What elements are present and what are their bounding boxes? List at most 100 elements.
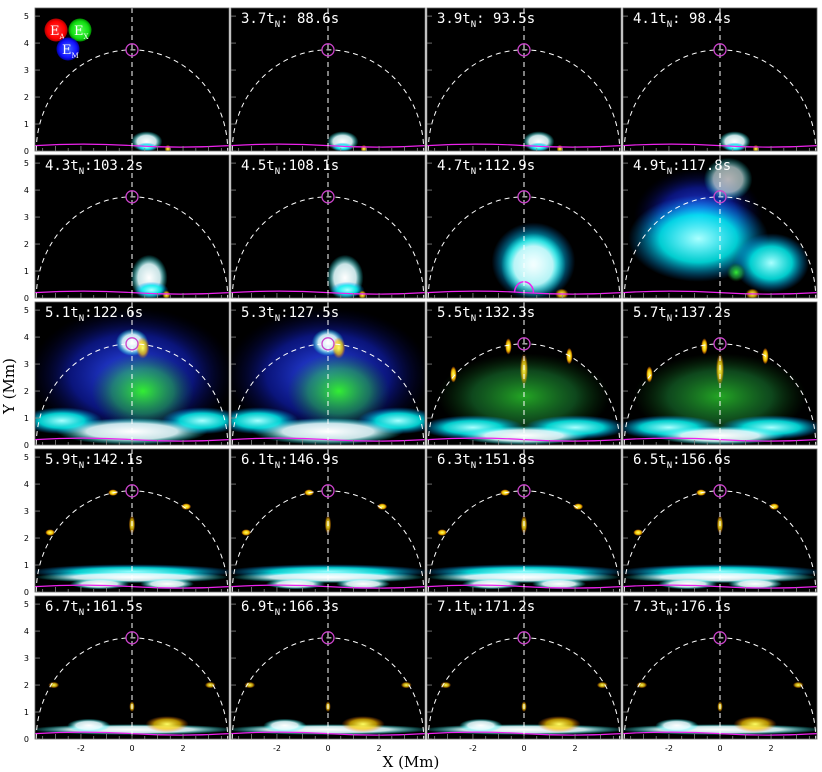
x-point-marker	[713, 337, 727, 351]
yellow-spot	[136, 337, 150, 359]
panel-time-label: 7.1tN:171.2s	[437, 599, 535, 618]
plasma-blob	[532, 578, 587, 590]
y-tick-label: 4	[24, 627, 29, 636]
plasma-blob	[461, 578, 522, 590]
yellow-spot	[400, 681, 412, 689]
panel: 5.9tN:142.1s	[34, 448, 230, 593]
y-tick-label: 5	[24, 306, 29, 315]
panel: 5.3tN:127.5s	[230, 301, 426, 446]
dashed-arc	[427, 637, 621, 739]
x-point-marker	[125, 190, 139, 204]
panel: 5.5tN:132.3s	[426, 301, 622, 446]
plasma-blob	[655, 718, 699, 733]
legend-red-circle	[44, 18, 68, 42]
y-tick-label: 4	[24, 480, 29, 489]
dashed-arc	[231, 490, 425, 592]
yellow-spot	[701, 338, 708, 355]
x-point-marker	[713, 631, 727, 645]
y-tick-label: 1	[24, 414, 29, 423]
x-point-marker	[321, 631, 335, 645]
x-point-marker	[713, 43, 727, 57]
panel: 4.7tN:112.9s	[426, 154, 622, 299]
dashed-arc	[623, 637, 817, 739]
dashed-arc	[231, 637, 425, 739]
y-tick-label: 3	[24, 213, 29, 222]
plasma-blob	[67, 718, 111, 733]
dashed-arc	[623, 196, 817, 298]
panel: 6.3tN:151.8s	[426, 448, 622, 593]
dashed-arc	[623, 343, 817, 445]
panel: 5.1tN:122.6s	[34, 301, 230, 446]
y-tick-label: 4	[24, 39, 29, 48]
dashed-arc	[623, 490, 817, 592]
x-tick-label: 0	[325, 744, 330, 753]
y-axis-label: Y (Mm)	[0, 358, 18, 415]
panel: 3.7tN: 88.6s	[230, 7, 426, 152]
y-tick-label: 2	[24, 387, 29, 396]
yellow-spot	[555, 288, 569, 298]
dashed-arc	[35, 490, 229, 592]
y-tick-label: 2	[24, 681, 29, 690]
panel-time-label: 3.7tN: 88.6s	[241, 11, 339, 30]
dashed-arc	[35, 49, 229, 151]
dashed-arc	[427, 196, 621, 298]
yellow-spot	[505, 338, 512, 355]
dashed-arc	[623, 49, 817, 151]
plasma-blob	[69, 578, 130, 590]
dashed-arc	[35, 637, 229, 739]
yellow-spot	[241, 529, 252, 536]
panel: 7.3tN:176.1s	[622, 595, 818, 740]
plasma-blob	[336, 578, 391, 590]
panel: 4.5tN:108.1s	[230, 154, 426, 299]
dashed-arc	[231, 343, 425, 445]
y-tick-label: 1	[24, 561, 29, 570]
x-tick-label: 2	[377, 744, 382, 753]
legend-green-label: EX	[74, 24, 89, 41]
panel: 3.9tN: 93.5s	[426, 7, 622, 152]
x-point-marker	[517, 631, 531, 645]
panel-time-label: 4.5tN:108.1s	[241, 158, 339, 177]
yellow-spot	[244, 681, 256, 689]
yellow-spot	[204, 681, 216, 689]
green-core	[726, 262, 746, 282]
plasma-blob	[459, 426, 589, 445]
y-tick-label: 2	[24, 93, 29, 102]
x-tick-label: 2	[769, 744, 774, 753]
y-tick-label: 5	[24, 159, 29, 168]
panel-time-label: 6.1tN:146.9s	[241, 452, 339, 471]
plasma-blob	[140, 578, 195, 590]
panel-time-label: 5.1tN:122.6s	[45, 305, 143, 324]
x-tick-label: 0	[717, 744, 722, 753]
panel-time-label: 5.5tN:132.3s	[437, 305, 535, 324]
yellow-spot	[596, 681, 608, 689]
yellow-spot	[48, 681, 60, 689]
y-tick-label: 4	[24, 333, 29, 342]
panel: 7.1tN:171.2s	[426, 595, 622, 740]
panel-time-label: 7.3tN:176.1s	[633, 599, 731, 618]
y-tick-label: 5	[24, 12, 29, 21]
yellow-spot	[164, 144, 172, 151]
panel: 5.7tN:137.2s	[622, 301, 818, 446]
yellow-spot	[556, 144, 564, 151]
x-tick-label: -2	[469, 744, 477, 753]
x-tick-label: -2	[77, 744, 85, 753]
green-core	[287, 353, 391, 429]
yellow-spot	[437, 529, 448, 536]
plasma-blob	[501, 233, 566, 298]
y-tick-label: 2	[24, 240, 29, 249]
panel-time-label: 6.9tN:166.3s	[241, 599, 339, 618]
yellow-spot	[360, 144, 368, 151]
yellow-spot	[537, 716, 581, 733]
y-tick-label: 5	[24, 600, 29, 609]
x-point-marker	[713, 484, 727, 498]
x-tick-label: 2	[181, 744, 186, 753]
yellow-spot	[636, 681, 648, 689]
yellow-spot	[181, 503, 192, 510]
panel-time-label: 5.7tN:137.2s	[633, 305, 731, 324]
yellow-spot	[332, 337, 346, 359]
x-point-marker	[321, 43, 335, 57]
dashed-arc	[231, 196, 425, 298]
yellow-spot	[633, 529, 644, 536]
y-tick-label: 1	[24, 708, 29, 717]
x-point-marker	[713, 190, 727, 204]
